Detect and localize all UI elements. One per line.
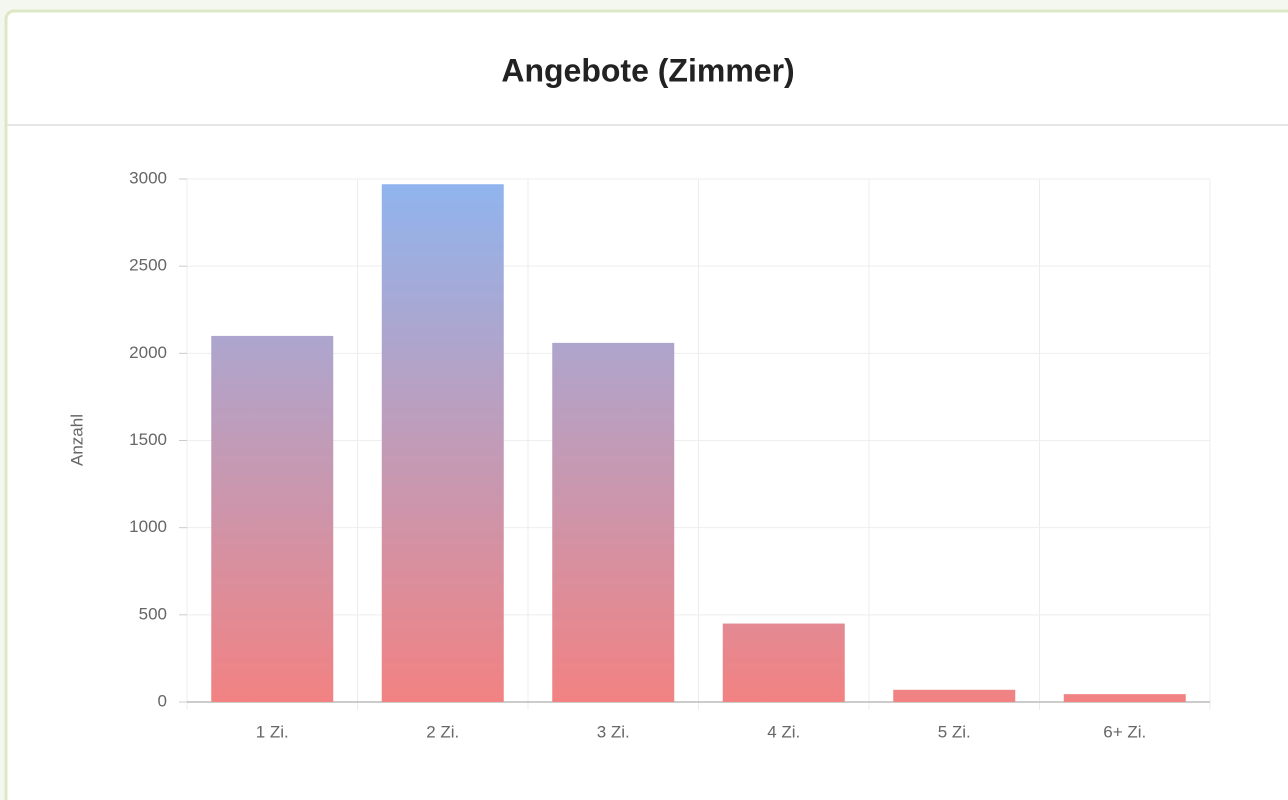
bar xyxy=(722,623,845,702)
x-tick-label: 4 Zi. xyxy=(767,722,800,741)
y-tick-label: 3000 xyxy=(129,168,167,187)
x-tick-label: 2 Zi. xyxy=(426,722,459,741)
y-tick-label: 0 xyxy=(158,691,167,710)
x-tick-label: 3 Zi. xyxy=(597,722,630,741)
y-tick-label: 1000 xyxy=(129,517,167,536)
bar xyxy=(1063,694,1186,702)
x-tick-label: 5 Zi. xyxy=(938,722,971,741)
bar xyxy=(381,184,504,703)
y-tick-label: 2000 xyxy=(129,343,167,362)
bar xyxy=(211,335,334,702)
y-tick-label: 1500 xyxy=(129,430,167,449)
y-axis-label: Anzahl xyxy=(67,414,86,466)
x-tick-label: 1 Zi. xyxy=(256,722,289,741)
bar xyxy=(893,689,1016,702)
y-tick-label: 500 xyxy=(139,604,167,623)
x-tick-label: 6+ Zi. xyxy=(1103,722,1146,741)
bar xyxy=(552,342,675,702)
chart-title: Angebote (Zimmer) xyxy=(501,52,794,88)
y-tick-label: 2500 xyxy=(129,256,167,275)
